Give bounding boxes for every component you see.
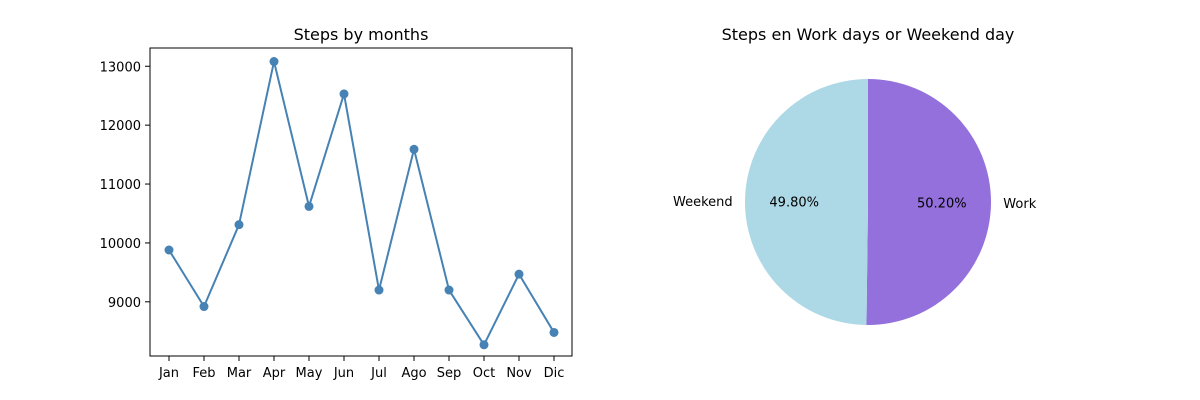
pie-slices [745, 79, 992, 326]
data-point [304, 201, 314, 211]
x-tick-label: Dic [544, 366, 565, 381]
pie-chart: Steps en Work days or Weekend day Work 50… [673, 25, 1037, 326]
y-tick-label: 11000 [100, 178, 141, 193]
pie-slice-work [866, 79, 992, 326]
pie-category-label: Weekend [673, 195, 733, 210]
data-point [479, 340, 489, 350]
data-point [444, 285, 454, 295]
pie-labels: Work 50.20% Weekend 49.80% [673, 195, 1037, 212]
pie-chart-title: Steps en Work days or Weekend day [722, 25, 1015, 44]
x-tick-label: Jul [370, 366, 387, 381]
pie-category-label: Work [1003, 197, 1036, 212]
x-tick-label: Feb [192, 366, 215, 381]
data-point [234, 220, 244, 230]
line-chart: Steps by months 9000 10000 11000 12000 13000… [100, 25, 573, 381]
x-tick-label: Mar [227, 366, 252, 381]
pie-slice-weekend [745, 79, 868, 325]
y-tick-label: 10000 [100, 237, 141, 252]
data-point [339, 89, 349, 99]
data-point [549, 327, 559, 337]
data-point [269, 57, 279, 67]
data-point [409, 144, 419, 154]
x-tick-label: Oct [473, 366, 495, 381]
data-point [374, 285, 384, 295]
x-tick-label: Jun [333, 366, 354, 381]
y-tick-label: 9000 [108, 296, 141, 311]
steps-line-series [168, 60, 555, 346]
x-tick-label: Apr [263, 366, 286, 381]
line-chart-axes-frame [149, 47, 573, 357]
x-tick-label: Sep [437, 366, 462, 381]
x-tick-label: Jan [158, 366, 179, 381]
data-point [514, 269, 524, 279]
steps-markers [164, 57, 559, 350]
y-axis: 9000 10000 11000 12000 13000 [100, 60, 150, 311]
pie-percent-label: 49.80% [769, 196, 819, 211]
x-tick-label: Ago [401, 366, 426, 381]
line-chart-title: Steps by months [294, 25, 429, 44]
y-tick-label: 13000 [100, 60, 141, 75]
data-point [164, 245, 174, 255]
data-point [199, 302, 209, 312]
x-tick-label: Nov [506, 366, 532, 381]
x-axis: Jan Feb Mar Apr May Jun Jul Ago Sep Oct Nov Dic [158, 356, 564, 381]
y-tick-label: 12000 [100, 119, 141, 134]
pie-percent-label: 50.20% [917, 196, 967, 211]
x-tick-label: May [296, 366, 323, 381]
